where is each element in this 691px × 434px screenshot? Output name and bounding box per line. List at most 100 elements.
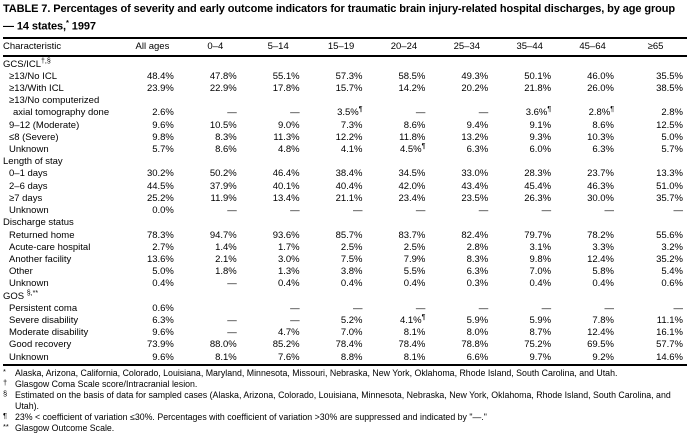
section-row: Discharge status [3, 217, 687, 229]
data-cell: — [290, 314, 300, 326]
data-cell: — [478, 205, 489, 217]
footnote-marker: ¶ [3, 410, 8, 420]
header-row: Characteristic All ages 0–4 5–14 15–19 20–24 2… [3, 37, 687, 57]
table-title-text: TABLE 7. Percentages of severity and ear… [3, 3, 676, 33]
data-cell: — [353, 205, 363, 217]
data-cell: — [415, 302, 426, 314]
cv-footnote-marker: ¶ [358, 106, 363, 114]
data-cell: — [604, 302, 615, 314]
data-cell: 6.6% [466, 351, 489, 363]
section-label: Length of stay [3, 156, 63, 168]
data-cell: 4.8% [277, 144, 300, 156]
data-cell: 5.4% [661, 266, 683, 278]
data-cell: 43.4% [461, 180, 489, 192]
table-row: Unknown 0.0% — — — — — — — — [3, 205, 687, 217]
table-row: 0–1 days 30.2% 50.2% 46.4% 38.4% 34.5% 33.0% 28… [3, 168, 687, 180]
cv-footnote-marker: ¶ [610, 106, 614, 114]
table-row: Unknown 9.6% 8.1% 7.6% 8.8% 8.1% 6.6% 9.7% 9.2% 1… [3, 352, 687, 365]
data-cell: 26.3% [524, 192, 552, 204]
footnote: § Estimated on the basis of data for samp… [3, 389, 691, 412]
data-cell: 8.0% [466, 327, 489, 339]
cv-footnote-marker: ¶ [547, 106, 552, 114]
data-cell: 8.7% [529, 327, 552, 339]
data-cell: — [478, 107, 489, 119]
data-cell: 9.3% [529, 131, 552, 143]
section-footnote-marker: §,** [26, 289, 39, 297]
data-cell: — [227, 205, 237, 217]
data-cell: — [353, 302, 363, 314]
data-cell: 5.0% [152, 266, 174, 278]
data-cell: 40.1% [272, 180, 300, 192]
data-cell: 6.3% [592, 144, 614, 156]
data-cell: 13.6% [146, 253, 174, 265]
data-cell: 22.9% [209, 83, 237, 95]
data-cell: 4.7% [277, 327, 300, 339]
section-footnote-marker: †,§ [41, 57, 51, 65]
data-cell: 78.2% [587, 229, 614, 241]
footnote-text: 23% < coefficient of variation ≤30%. Per… [15, 411, 487, 422]
data-cell: 7.3% [340, 119, 363, 131]
table-title-year: 1997 [68, 20, 96, 33]
data-cell: 9.4% [466, 119, 489, 131]
data-cell: 0.0% [152, 205, 174, 217]
data-cell: 57.7% [656, 339, 683, 351]
data-cell: 0.4% [592, 278, 614, 290]
data-cell: 34.5% [398, 168, 426, 180]
data-cell: 9.7% [529, 351, 552, 363]
column-header: 25–34 [435, 37, 499, 57]
data-cell: 16.1% [656, 327, 683, 339]
row-label: Other [9, 266, 33, 278]
data-cell: 13.4% [272, 192, 300, 204]
row-label: ≥13/No ICL [9, 70, 57, 82]
data-cell: 23.4% [398, 192, 426, 204]
column-header: 5–14 [246, 37, 310, 57]
data-cell: 44.5% [146, 180, 174, 192]
data-cell: 9.8% [529, 253, 552, 265]
data-cell: 55.6% [656, 229, 683, 241]
data-cell: 23.9% [146, 83, 174, 95]
row-label: ≥13/With ICL [9, 83, 64, 95]
section-label: GOS §,** [3, 289, 39, 302]
data-cell: 93.6% [272, 229, 300, 241]
data-cell: 11.1% [656, 314, 683, 326]
row-label: 0–1 days [9, 168, 48, 180]
data-cell: 73.9% [146, 339, 174, 351]
table-row: 9–12 (Moderate) 9.6% 10.5% 9.0% 7.3% 8.6% 9.4%… [3, 120, 687, 132]
row-label: Unknown [9, 205, 49, 217]
data-cell: 15.7% [335, 83, 363, 95]
section-label: Discharge status [3, 217, 74, 229]
data-cell: 0.4% [277, 278, 300, 290]
row-label: Severe disability [9, 314, 79, 326]
column-header: 45–64 [561, 37, 624, 57]
table-row: 2–6 days 44.5% 37.9% 40.1% 40.4% 42.0% 43.4% 45… [3, 181, 687, 193]
row-label: Good recovery [9, 339, 72, 351]
data-cell: — [604, 205, 615, 217]
footnote: ¶ 23% < coefficient of variation ≤30%. Pe… [3, 410, 691, 423]
column-header: 0–4 [183, 37, 247, 57]
data-cell: — [290, 107, 300, 119]
data-cell: — [673, 302, 684, 314]
data-cell: — [290, 205, 300, 217]
data-cell: — [673, 205, 684, 217]
row-label: Unknown [9, 351, 49, 363]
data-cell: 37.9% [209, 180, 237, 192]
data-cell: 35.2% [656, 253, 683, 265]
data-cell: 21.1% [335, 192, 363, 204]
data-cell: 79.7% [524, 229, 552, 241]
data-cell: 1.7% [277, 241, 300, 253]
table-row: Persistent coma 0.6% — — — — — — — [3, 303, 687, 315]
data-cell: 6.0% [529, 144, 552, 156]
data-cell: 0.4% [403, 278, 426, 290]
data-cell: 6.3% [466, 266, 489, 278]
table-row: Good recovery 73.9% 88.0% 85.2% 78.4% 78.4% 78… [3, 339, 687, 351]
footnote: † Glasgow Coma Scale score/Intracranial l… [3, 378, 691, 390]
footnote: ** Glasgow Outcome Scale. [3, 422, 691, 434]
data-cell: 0.4% [340, 278, 363, 290]
data-cell: 2.5% [403, 241, 426, 253]
data-cell: 7.0% [529, 266, 552, 278]
data-cell: 11.8% [399, 131, 426, 143]
data-cell: 14.2% [398, 83, 426, 95]
table-body: GCS/ICL†,§ ≥13/No ICL 48.4% 47.8% 55.1% 57.3%… [3, 56, 687, 365]
data-cell: 49.3% [461, 70, 489, 82]
